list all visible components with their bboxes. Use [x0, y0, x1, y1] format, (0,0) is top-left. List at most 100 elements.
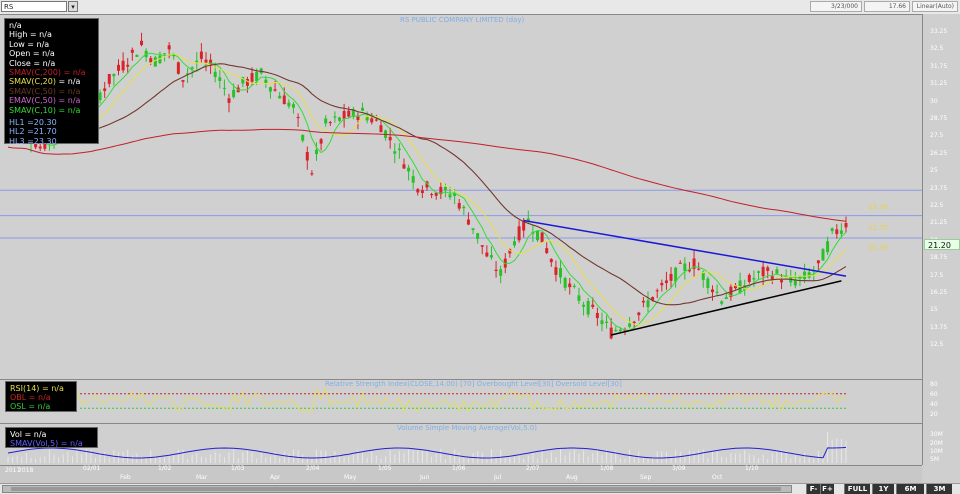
sma-10-line[interactable]: [7, 52, 847, 331]
candle-body[interactable]: [264, 79, 268, 84]
rsi-line[interactable]: [12, 387, 847, 413]
sma-50-line[interactable]: [7, 63, 847, 306]
candle-body[interactable]: [430, 194, 434, 196]
candle-body[interactable]: [651, 297, 655, 301]
candle-body[interactable]: [365, 116, 369, 121]
candle-body[interactable]: [582, 304, 586, 307]
candle-body[interactable]: [489, 255, 493, 258]
candle-body[interactable]: [508, 249, 512, 254]
candle-body[interactable]: [733, 285, 737, 289]
sma-20-line[interactable]: [7, 53, 847, 326]
candle-body[interactable]: [669, 273, 673, 281]
candle-body[interactable]: [287, 102, 291, 107]
candle-body[interactable]: [803, 271, 807, 280]
candle-body[interactable]: [660, 282, 664, 286]
candle-body[interactable]: [743, 285, 747, 290]
candle-body[interactable]: [361, 107, 365, 111]
candle-body[interactable]: [476, 233, 480, 239]
candle-body[interactable]: [591, 304, 595, 307]
candle-body[interactable]: [614, 330, 618, 332]
candle-body[interactable]: [222, 87, 226, 89]
candle-body[interactable]: [752, 278, 756, 280]
candle-body[interactable]: [126, 64, 130, 67]
candle-body[interactable]: [273, 89, 277, 91]
candle-body[interactable]: [577, 295, 581, 301]
candle-body[interactable]: [407, 167, 411, 172]
candle-body[interactable]: [333, 116, 337, 118]
candle-body[interactable]: [218, 77, 222, 82]
candle-body[interactable]: [439, 186, 443, 195]
candle-body[interactable]: [512, 241, 516, 246]
candle-body[interactable]: [153, 57, 157, 67]
candle-body[interactable]: [347, 110, 351, 117]
candle-body[interactable]: [425, 181, 429, 188]
candle-body[interactable]: [605, 321, 609, 323]
candle-body[interactable]: [503, 258, 507, 268]
candle-body[interactable]: [747, 274, 751, 282]
candle-body[interactable]: [135, 55, 139, 57]
candle-body[interactable]: [199, 51, 203, 59]
candle-body[interactable]: [494, 269, 498, 272]
candle-body[interactable]: [687, 269, 691, 272]
candle-body[interactable]: [103, 88, 107, 91]
candle-body[interactable]: [839, 230, 843, 234]
candle-body[interactable]: [278, 95, 282, 99]
scale-selector[interactable]: Linear(Auto): [912, 1, 958, 12]
candle-body[interactable]: [720, 301, 724, 304]
candle-body[interactable]: [434, 192, 438, 196]
candle-body[interactable]: [158, 55, 162, 64]
candle-body[interactable]: [98, 92, 102, 101]
candle-body[interactable]: [674, 267, 678, 282]
candle-body[interactable]: [780, 280, 784, 283]
candle-body[interactable]: [402, 164, 406, 169]
candle-body[interactable]: [526, 218, 530, 222]
candle-body[interactable]: [411, 176, 415, 183]
candle-body[interactable]: [628, 323, 632, 327]
candle-body[interactable]: [637, 312, 641, 316]
candle-body[interactable]: [517, 226, 521, 241]
candle-body[interactable]: [678, 262, 682, 264]
candle-body[interactable]: [540, 232, 544, 243]
candle-body[interactable]: [167, 45, 171, 50]
range-full-button[interactable]: FULL: [844, 484, 870, 494]
candle-body[interactable]: [163, 53, 167, 55]
range-3m-button[interactable]: 3M: [926, 484, 952, 494]
candle-body[interactable]: [227, 98, 231, 103]
range-1y-button[interactable]: 1Y: [872, 484, 894, 494]
candle-body[interactable]: [245, 79, 249, 86]
candle-body[interactable]: [319, 139, 323, 144]
candle-body[interactable]: [559, 268, 563, 278]
candle-body[interactable]: [296, 117, 300, 119]
candle-body[interactable]: [34, 142, 38, 148]
candle-body[interactable]: [609, 327, 613, 339]
candle-body[interactable]: [462, 206, 466, 209]
candle-body[interactable]: [328, 122, 332, 124]
candle-body[interactable]: [130, 49, 134, 53]
candle-body[interactable]: [563, 277, 567, 288]
candle-body[interactable]: [420, 190, 424, 194]
candle-body[interactable]: [632, 321, 636, 324]
candle-body[interactable]: [140, 40, 144, 45]
candle-body[interactable]: [338, 117, 342, 121]
candle-body[interactable]: [416, 189, 420, 193]
candle-body[interactable]: [554, 267, 558, 275]
candle-body[interactable]: [784, 275, 788, 277]
candle-body[interactable]: [701, 271, 705, 280]
candle-body[interactable]: [683, 263, 687, 271]
candle-body[interactable]: [314, 149, 318, 155]
candle-body[interactable]: [715, 291, 719, 293]
candle-body[interactable]: [710, 289, 714, 293]
candle-body[interactable]: [826, 241, 830, 253]
candle-body[interactable]: [324, 118, 328, 124]
sma-200-line[interactable]: [7, 128, 847, 222]
time-scrollbar[interactable]: [2, 485, 792, 493]
candle-body[interactable]: [646, 300, 650, 308]
symbol-dropdown-button[interactable]: ▾: [68, 1, 78, 12]
support-trendline[interactable]: [611, 280, 842, 336]
candle-body[interactable]: [379, 125, 383, 133]
candle-body[interactable]: [623, 330, 627, 332]
candle-body[interactable]: [232, 89, 236, 98]
candle-body[interactable]: [186, 73, 190, 75]
candle-body[interactable]: [117, 64, 121, 71]
price-chart[interactable]: [0, 14, 922, 379]
